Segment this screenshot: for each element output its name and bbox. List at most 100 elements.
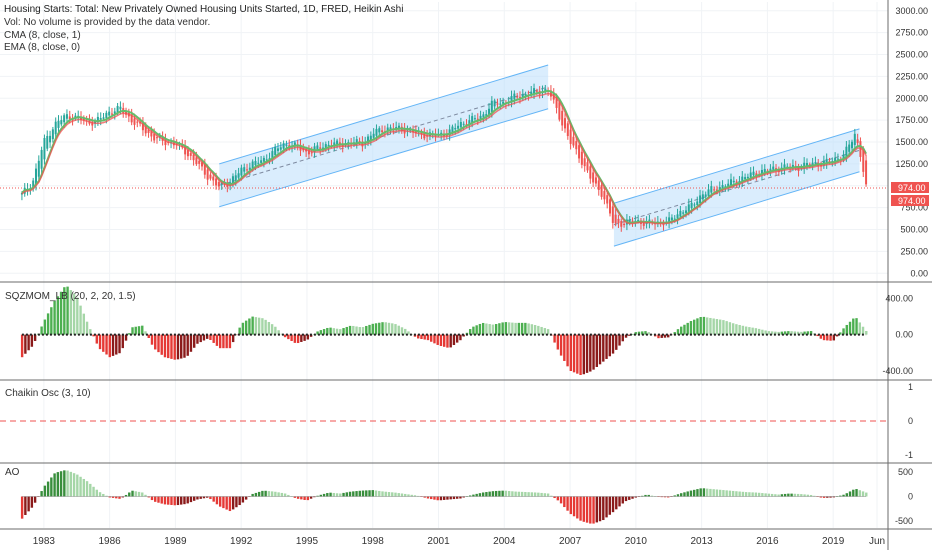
squeeze-bar[interactable]	[696, 318, 699, 335]
ao-bar[interactable]	[527, 492, 530, 497]
ao-bar[interactable]	[676, 494, 680, 497]
squeeze-bar[interactable]	[800, 331, 803, 335]
ao-bar[interactable]	[76, 474, 79, 497]
squeeze-bar[interactable]	[426, 334, 430, 341]
candle-body[interactable]	[606, 195, 609, 204]
ao-bar[interactable]	[673, 495, 676, 497]
ao-bar[interactable]	[404, 493, 407, 497]
candle-body[interactable]	[741, 176, 744, 182]
candle-body[interactable]	[749, 172, 752, 178]
ao-bar[interactable]	[111, 496, 115, 498]
candle-body[interactable]	[676, 214, 679, 219]
ao-bar[interactable]	[72, 473, 76, 497]
candle-body[interactable]	[583, 158, 586, 167]
squeeze-bar[interactable]	[111, 334, 115, 356]
squeeze-bar[interactable]	[134, 326, 137, 335]
ao-bar[interactable]	[261, 490, 264, 497]
squeeze-bar[interactable]	[205, 334, 209, 339]
squeeze-bar[interactable]	[673, 332, 676, 335]
ao-bar[interactable]	[680, 493, 683, 497]
ao-bar[interactable]	[488, 491, 491, 497]
squeeze-bar[interactable]	[602, 334, 605, 362]
squeeze-bar[interactable]	[235, 334, 238, 336]
squeeze-bar[interactable]	[251, 316, 254, 335]
candle-body[interactable]	[845, 146, 848, 157]
squeeze-bar[interactable]	[274, 326, 277, 335]
candle-body[interactable]	[842, 154, 845, 160]
squeeze-bar[interactable]	[257, 317, 261, 335]
candle-body[interactable]	[206, 169, 209, 180]
squeeze-bar[interactable]	[277, 330, 280, 335]
squeeze-bar[interactable]	[478, 323, 482, 335]
squeeze-bar[interactable]	[537, 325, 540, 335]
squeeze-bar[interactable]	[790, 331, 793, 335]
squeeze-bar[interactable]	[839, 332, 842, 335]
squeeze-bar[interactable]	[702, 316, 706, 335]
ao-bar[interactable]	[108, 496, 111, 498]
ao-bar[interactable]	[267, 491, 271, 497]
ao-bar[interactable]	[82, 478, 86, 497]
ao-bar[interactable]	[215, 496, 219, 505]
squeeze-bar[interactable]	[40, 326, 43, 335]
ao-bar[interactable]	[264, 490, 267, 497]
candle-body[interactable]	[755, 173, 758, 176]
candle-body[interactable]	[63, 115, 66, 123]
candle-body[interactable]	[110, 113, 113, 115]
squeeze-bar[interactable]	[115, 334, 118, 355]
candle-body[interactable]	[476, 118, 479, 120]
ao-bar[interactable]	[696, 489, 699, 497]
squeeze-bar[interactable]	[481, 322, 485, 335]
candle-body[interactable]	[600, 185, 603, 197]
squeeze-bar[interactable]	[154, 334, 157, 350]
ao-bar[interactable]	[150, 496, 154, 501]
ao-bar[interactable]	[709, 488, 712, 497]
candle-body[interactable]	[763, 168, 766, 173]
candle-body[interactable]	[367, 136, 370, 143]
candle-body[interactable]	[482, 114, 485, 118]
ao-bar[interactable]	[793, 493, 797, 497]
ao-bar[interactable]	[553, 496, 556, 499]
ao-bar[interactable]	[53, 473, 56, 497]
squeeze-bar[interactable]	[352, 325, 355, 335]
candle-body[interactable]	[493, 100, 496, 107]
candle-body[interactable]	[454, 128, 457, 130]
squeeze-bar[interactable]	[634, 332, 637, 335]
ao-bar[interactable]	[202, 496, 206, 499]
ao-bar[interactable]	[355, 491, 358, 497]
squeeze-bar[interactable]	[30, 334, 34, 347]
ao-bar[interactable]	[761, 493, 764, 497]
ao-bar[interactable]	[358, 490, 361, 497]
ao-bar[interactable]	[446, 496, 449, 500]
ao-bar[interactable]	[27, 496, 30, 512]
squeeze-bar[interactable]	[657, 334, 660, 339]
candle-body[interactable]	[707, 189, 710, 196]
candle-body[interactable]	[113, 111, 116, 114]
squeeze-bar[interactable]	[287, 334, 290, 340]
squeeze-bar[interactable]	[527, 323, 530, 335]
candle-body[interactable]	[462, 123, 465, 125]
squeeze-bar[interactable]	[244, 320, 248, 335]
ao-bar[interactable]	[426, 496, 430, 499]
ao-bar[interactable]	[121, 496, 124, 498]
candle-body[interactable]	[718, 187, 721, 191]
candle-body[interactable]	[609, 199, 612, 214]
candle-body[interactable]	[594, 177, 597, 184]
squeeze-bar[interactable]	[748, 327, 751, 335]
squeeze-bar[interactable]	[618, 334, 621, 346]
squeeze-bar[interactable]	[303, 334, 306, 341]
ao-bar[interactable]	[147, 496, 150, 498]
squeeze-bar[interactable]	[621, 334, 624, 342]
ao-bar[interactable]	[702, 488, 706, 497]
squeeze-bar[interactable]	[180, 334, 183, 359]
squeeze-bar[interactable]	[533, 325, 537, 335]
ao-bar[interactable]	[212, 496, 215, 502]
ao-bar[interactable]	[118, 496, 121, 499]
candle-body[interactable]	[496, 103, 499, 105]
candle-body[interactable]	[783, 164, 786, 170]
ao-bar[interactable]	[559, 496, 563, 504]
squeeze-bar[interactable]	[579, 334, 582, 376]
candle-body[interactable]	[355, 139, 358, 143]
squeeze-bar[interactable]	[98, 334, 102, 350]
ao-bar[interactable]	[472, 494, 475, 497]
ao-bar[interactable]	[85, 481, 89, 497]
